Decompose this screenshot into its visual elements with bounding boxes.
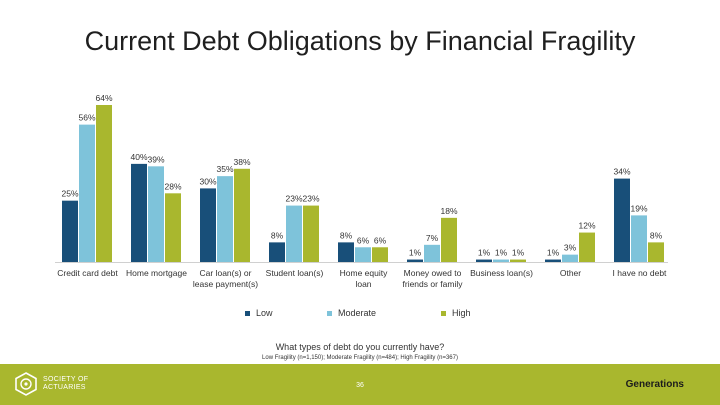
category-label-5-0: Money owed to (404, 268, 462, 278)
data-label-moderate-8: 19% (630, 203, 647, 213)
generations-brand: Generations (625, 379, 684, 390)
data-label-low-6: 1% (478, 248, 491, 258)
soa-logo-icon (15, 372, 37, 396)
legend-swatch-moderate (327, 310, 332, 316)
data-label-high-7: 12% (578, 221, 595, 231)
legend-label-moderate: Moderate (338, 308, 377, 318)
data-label-low-4: 8% (340, 230, 353, 240)
category-label-3-0: Student loan(s) (266, 268, 324, 278)
bar-high-5 (441, 217, 457, 262)
bar-high-8 (648, 242, 664, 262)
bar-moderate-3 (286, 205, 302, 262)
data-label-high-1: 28% (164, 181, 181, 191)
bar-high-0 (96, 105, 112, 262)
legend-item-high: High (441, 308, 471, 318)
data-label-moderate-5: 7% (426, 233, 439, 243)
bar-low-7 (545, 259, 561, 262)
page-number: 36 (356, 382, 364, 389)
bar-low-4 (338, 242, 354, 262)
legend-label-low: Low (256, 308, 273, 318)
survey-question: What types of debt do you currently have… (275, 342, 445, 352)
logo-line-1: SOCIETY OF (43, 376, 89, 383)
category-label-8-0: I have no debt (613, 268, 668, 278)
bar-moderate-4 (355, 247, 371, 262)
data-label-low-1: 40% (130, 152, 147, 162)
legend-item-low: Low (245, 308, 273, 318)
data-label-low-8: 34% (613, 167, 630, 177)
category-label-6-0: Business loan(s) (470, 268, 533, 278)
data-label-high-8: 8% (650, 230, 663, 240)
bar-moderate-8 (631, 215, 647, 262)
category-label-0-0: Credit card debt (57, 268, 118, 278)
bar-high-3 (303, 205, 319, 262)
bar-low-8 (614, 178, 630, 262)
data-label-moderate-6: 1% (495, 248, 508, 258)
sample-size-note: Low Fragility (n=1,150); Moderate Fragil… (262, 355, 458, 361)
category-label-2-1: lease payment(s) (193, 279, 258, 289)
data-label-high-4: 6% (374, 235, 387, 245)
legend-swatch-low (245, 310, 250, 316)
bar-high-1 (165, 193, 181, 262)
logo-line-2: ACTUARIES (43, 384, 86, 391)
chart-legend: Low Moderate High (0, 308, 720, 322)
data-label-moderate-2: 35% (216, 164, 233, 174)
data-label-high-2: 38% (233, 157, 250, 167)
category-label-1-0: Home mortgage (126, 268, 187, 278)
data-label-high-0: 64% (95, 93, 112, 103)
category-label-5-1: friends or family (403, 279, 464, 289)
bar-high-2 (234, 168, 250, 262)
data-label-low-2: 30% (199, 176, 216, 186)
legend-item-moderate: Moderate (327, 308, 376, 318)
data-label-low-5: 1% (409, 248, 422, 258)
bar-moderate-0 (79, 124, 95, 262)
soa-logo: SOCIETY OF ACTUARIES (14, 372, 88, 396)
bar-low-6 (476, 259, 492, 262)
bar-high-4 (372, 247, 388, 262)
category-label-2-0: Car loan(s) or (200, 268, 252, 278)
data-label-moderate-0: 56% (78, 113, 95, 123)
bar-high-7 (579, 232, 595, 262)
data-label-moderate-7: 3% (564, 243, 577, 253)
bar-low-0 (62, 200, 78, 262)
data-label-moderate-3: 23% (285, 194, 302, 204)
data-label-moderate-1: 39% (147, 154, 164, 164)
bar-moderate-5 (424, 244, 440, 262)
bar-moderate-1 (148, 166, 164, 262)
category-label-4-0: Home equity (340, 268, 388, 278)
legend-label-high: High (452, 308, 471, 318)
data-label-low-0: 25% (61, 189, 78, 199)
bar-moderate-6 (493, 259, 509, 262)
bar-low-5 (407, 259, 423, 262)
data-label-low-7: 1% (547, 248, 560, 258)
data-label-low-3: 8% (271, 230, 284, 240)
footer-bar: SOCIETY OF ACTUARIES 36 Generations (0, 364, 720, 405)
bar-moderate-2 (217, 176, 233, 262)
category-label-4-1: loan (355, 279, 371, 289)
legend-swatch-high (441, 310, 446, 316)
bar-high-6 (510, 259, 526, 262)
bar-chart: 25% 56%64% Credit card debt 40% 39% 28% Home m… (55, 93, 668, 289)
bar-low-3 (269, 242, 285, 262)
slide-title: Current Debt Obligations by Financial Fr… (84, 26, 636, 56)
data-label-high-3: 23% (302, 194, 319, 204)
bar-low-2 (200, 188, 216, 262)
bar-moderate-7 (562, 254, 578, 262)
data-label-moderate-4: 6% (357, 235, 370, 245)
bar-low-1 (131, 163, 147, 262)
category-label-7-0: Other (560, 268, 581, 278)
data-label-high-6: 1% (512, 248, 525, 258)
data-label-high-5: 18% (440, 206, 457, 216)
